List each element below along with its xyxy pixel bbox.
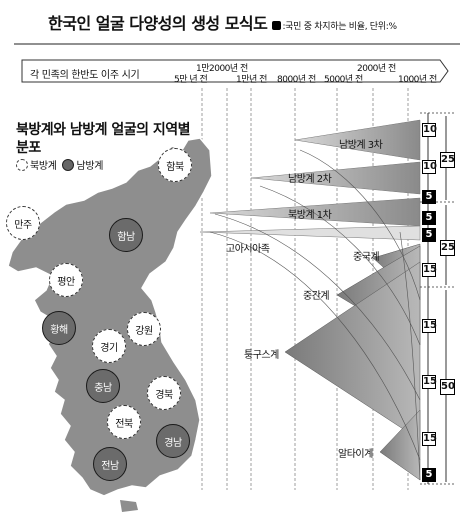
region-hwanghae: 황해: [42, 311, 76, 345]
tick-8000: 8000년 전: [277, 75, 316, 85]
share-box: 5: [422, 211, 436, 225]
page-title: 한국인 얼굴 다양성의 생성 모식도 :국민 중 차지하는 비율, 단위:%: [48, 10, 397, 34]
label-south3: 남방계 3차: [339, 140, 383, 151]
share-box: 15: [422, 432, 437, 446]
label-intermediate: 중간계: [303, 291, 330, 302]
tick-50000: 5만 년 전: [174, 75, 208, 85]
south-dot-icon: [62, 159, 75, 171]
share-box: 10: [422, 123, 437, 137]
total-box: 25: [440, 240, 455, 256]
share-key-icon: [272, 21, 282, 30]
share-box: 5: [422, 228, 436, 242]
region-gangwon: 강원: [127, 312, 161, 346]
wedge-tungus: [284, 261, 421, 441]
title-note: :국민 중 차지하는 비율, 단위:%: [272, 21, 397, 32]
share-box: 15: [422, 319, 437, 333]
share-box: 5: [422, 468, 436, 482]
region-gyeonggi: 경기: [92, 329, 126, 363]
region-jeonnam: 전남: [93, 447, 127, 481]
share-box: 5: [422, 190, 436, 204]
title-text: 한국인 얼굴 다양성의 생성 모식도: [48, 14, 268, 33]
flow-curves: [209, 149, 421, 481]
region-chungnam: 충남: [86, 369, 120, 403]
label-north1: 북방계 1차: [288, 210, 332, 221]
title-note-text: :국민 중 차지하는 비율, 단위:%: [282, 22, 397, 32]
total-box: 25: [440, 152, 455, 168]
region-manju: 만주: [6, 206, 40, 240]
share-box: 15: [422, 263, 437, 277]
timeline-arrow: [21, 59, 449, 83]
tick-2000: 2000년 전: [357, 64, 396, 74]
wedge-north2: [250, 161, 421, 195]
region-jeonbuk: 전북: [107, 405, 141, 439]
map-legend: 북방계 남방계: [16, 157, 103, 172]
timeline-label: 각 민족의 한반도 이주 시기: [30, 70, 140, 81]
region-hambuk: 함북: [158, 148, 192, 182]
label-tungus: 퉁구스계: [244, 350, 279, 361]
wedge-altai: [379, 409, 421, 481]
label-south2: 남방계 2차: [288, 174, 332, 185]
total-box: 50: [440, 379, 455, 395]
region-hamnam: 함남: [109, 218, 143, 252]
region-gyeongbuk: 경북: [147, 376, 181, 410]
label-paleoasian: 고아시아족: [226, 244, 270, 255]
label-chinese: 중국계: [353, 252, 380, 263]
jeju-island: [120, 500, 138, 512]
wedge-north3: [294, 119, 421, 161]
region-gyeongnam: 경남: [156, 424, 190, 458]
share-box: 10: [422, 160, 437, 174]
map-heading: 북방계와 남방계 얼굴의 지역별 분포: [16, 122, 191, 156]
tick-12000: 1만2000년 전: [196, 64, 248, 74]
tick-10000: 1만년 전: [236, 75, 267, 85]
wedge-asian: [199, 225, 421, 241]
legend-south: 남방계: [76, 161, 104, 172]
region-pyeongan: 평안: [49, 263, 83, 297]
share-box: 15: [422, 375, 437, 389]
tick-1000: 1000년 전: [398, 75, 437, 85]
wedge-north1: [209, 197, 421, 227]
tick-5000: 5000년 전: [324, 75, 363, 85]
legend-north: 북방계: [30, 161, 57, 172]
north-dot-icon: [16, 159, 28, 171]
label-altai: 알타이계: [338, 449, 373, 460]
